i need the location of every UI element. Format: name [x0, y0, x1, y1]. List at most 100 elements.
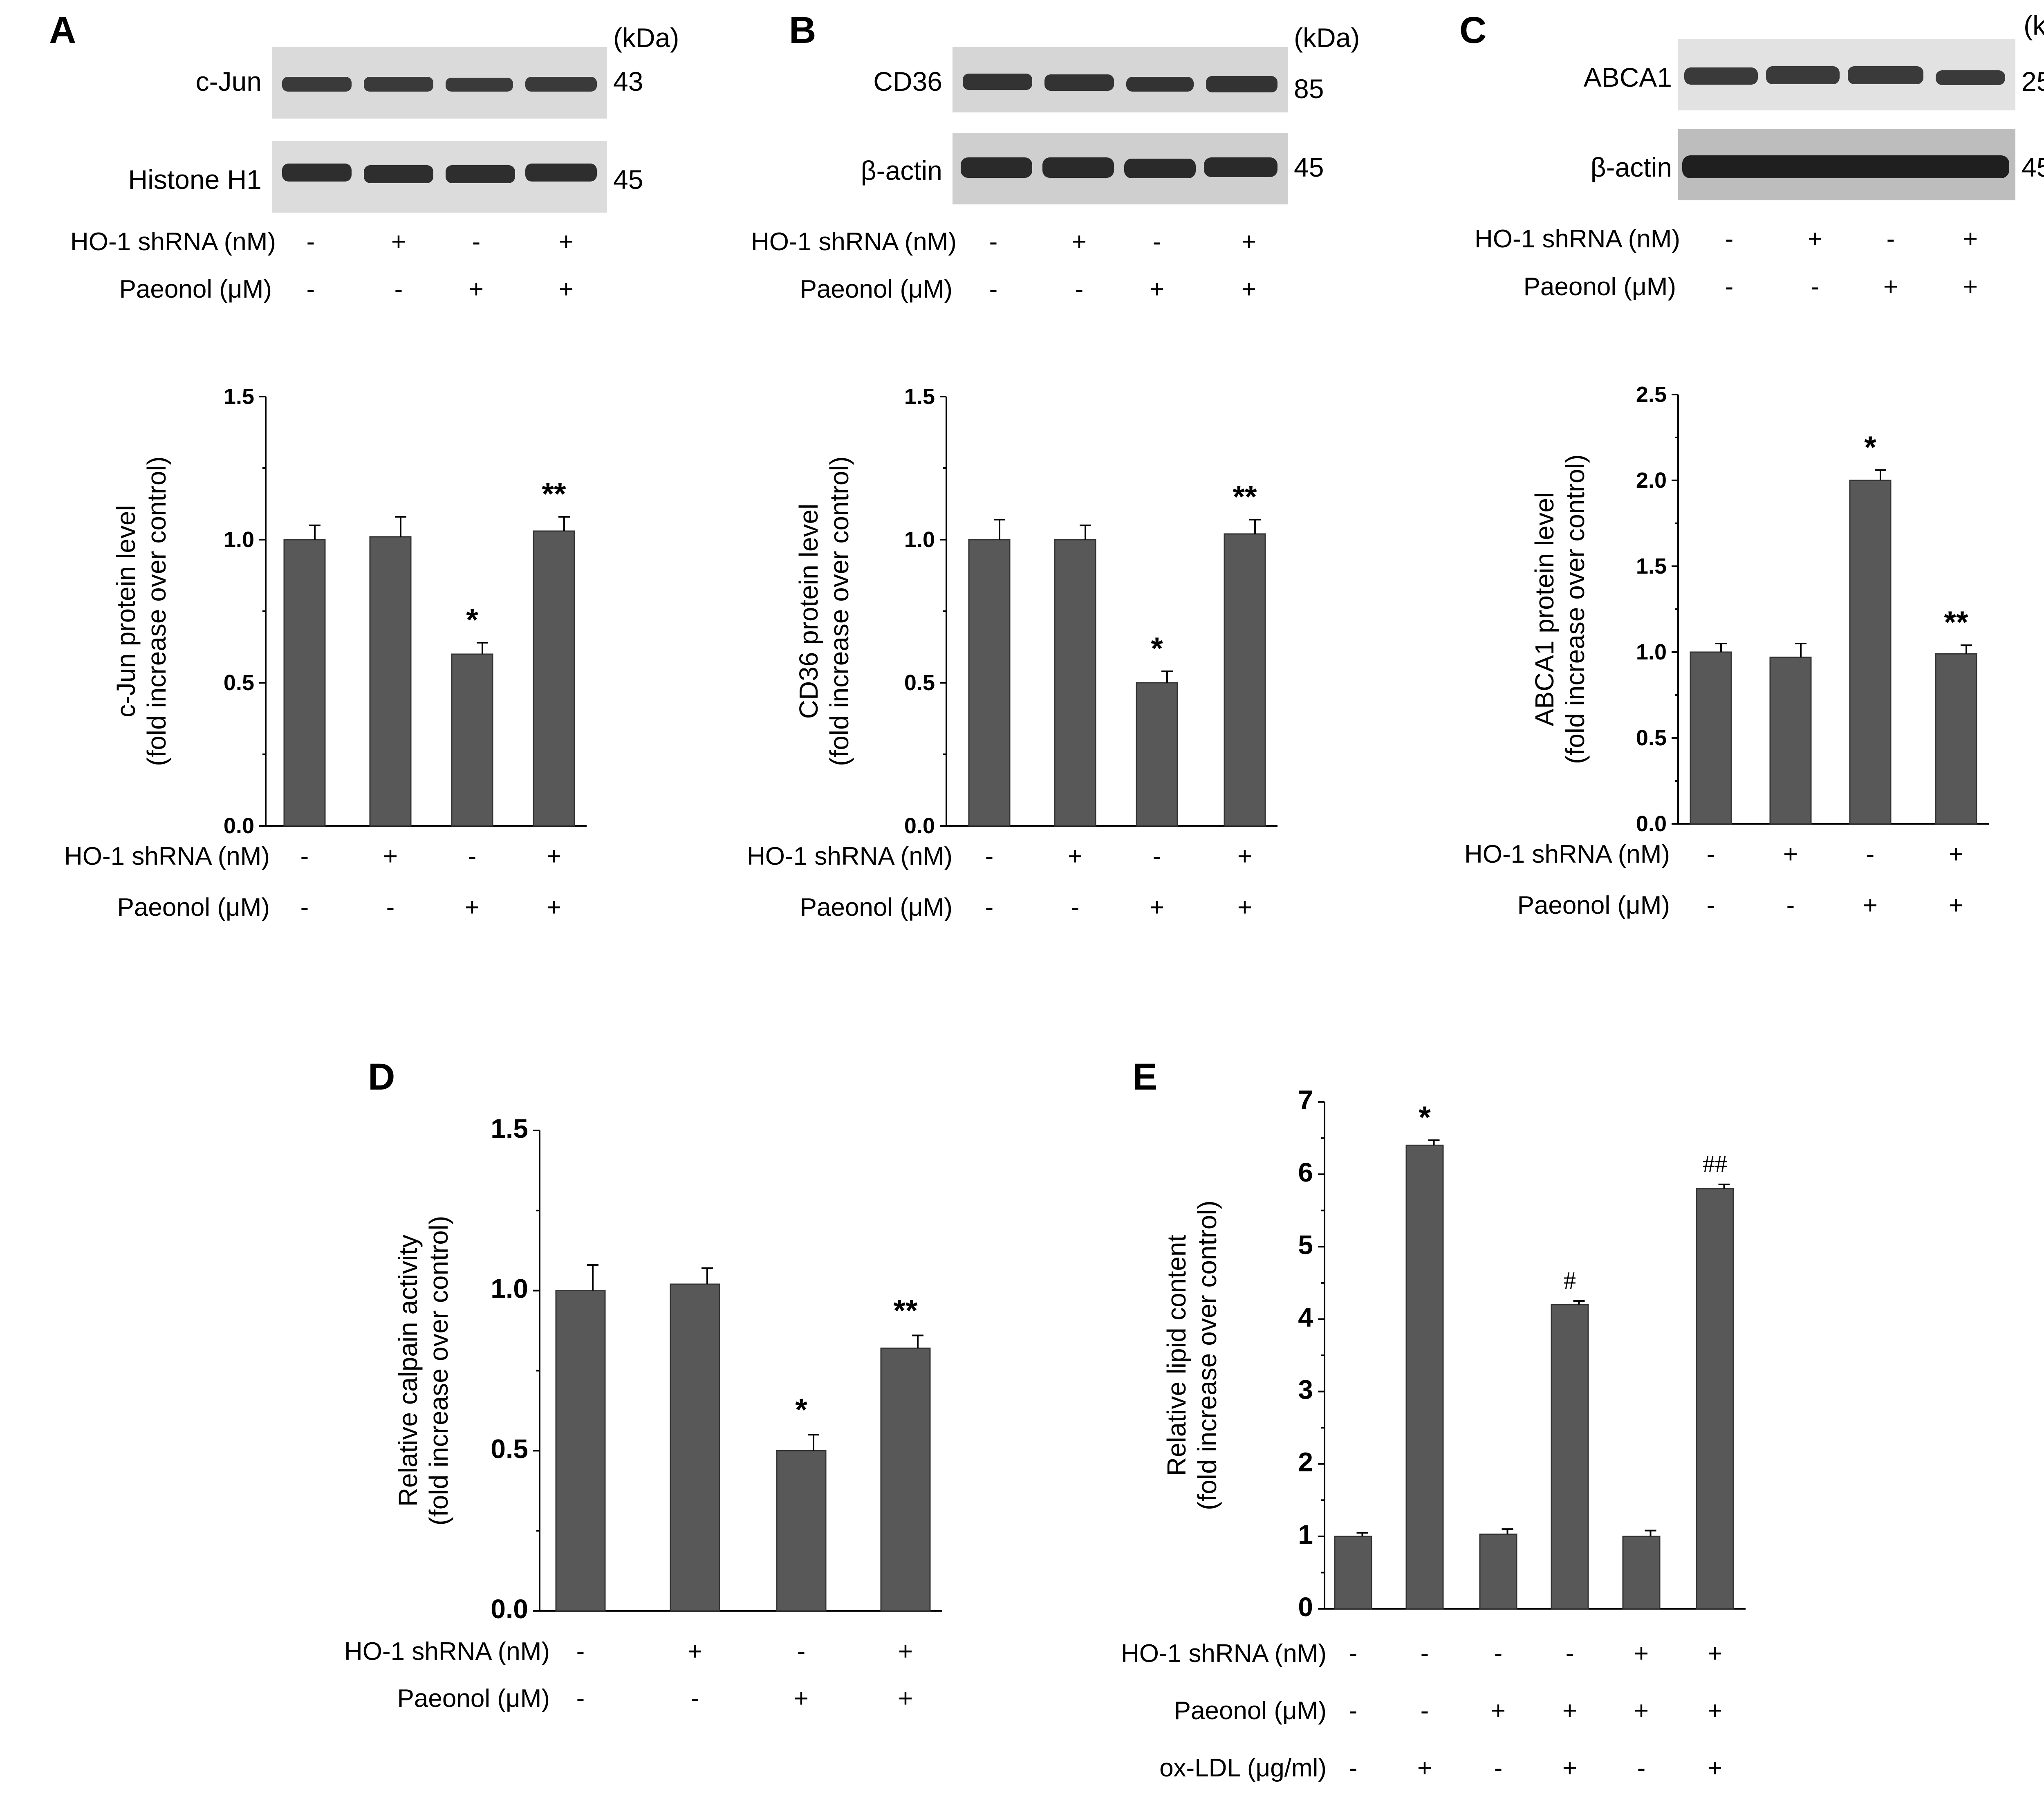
condition-label: Paeonol (μM)	[119, 275, 272, 303]
y-tick-label: 2.0	[1636, 468, 1667, 493]
condition-sign: -	[386, 893, 395, 922]
y-tick-label: 0.5	[1636, 726, 1667, 750]
y-tick-label: 0.0	[224, 814, 254, 838]
blot-band	[525, 164, 597, 182]
condition-sign: -	[307, 275, 315, 303]
significance-annotation: **	[1944, 605, 1968, 640]
bar	[1136, 682, 1178, 827]
condition-label: HO-1 shRNA (nM)	[70, 228, 276, 256]
y-tick-label: 0.5	[224, 671, 254, 695]
panel-b-blot1-bands	[963, 74, 1278, 92]
bar	[533, 530, 575, 827]
condition-sign: -	[989, 275, 998, 303]
condition-sign: -	[1786, 891, 1795, 919]
condition-label: HO-1 shRNA (nM)	[344, 1637, 550, 1666]
panel-b-blot-conditions: HO-1 shRNA (nM) - + - + Paeonol (μM) - -…	[751, 228, 1256, 303]
panel-a-blot1-protein: c-Jun	[196, 66, 262, 96]
panel-c-blot1-kda: 254	[2022, 66, 2044, 96]
condition-sign: +	[1491, 1697, 1506, 1725]
condition-label: HO-1 shRNA (nM)	[1464, 840, 1670, 868]
blot-band	[963, 74, 1032, 90]
y-tick-label: 1.0	[1636, 640, 1667, 664]
condition-sign: +	[1417, 1754, 1432, 1782]
condition-sign: +	[465, 893, 480, 922]
blot-band	[446, 165, 515, 183]
condition-sign: -	[1153, 842, 1161, 870]
condition-sign: -	[468, 842, 477, 870]
condition-label: ox-LDL (μg/ml)	[1159, 1754, 1327, 1782]
condition-sign: +	[898, 1637, 913, 1666]
condition-sign: +	[1863, 891, 1878, 919]
y-axis-label: ABCA1 protein level	[1530, 492, 1559, 727]
condition-sign: +	[1963, 225, 1978, 253]
y-tick-label: 0.5	[904, 671, 935, 695]
y-tick-label: 0.5	[491, 1433, 528, 1464]
condition-sign: -	[307, 228, 315, 256]
condition-label: HO-1 shRNA (nM)	[1475, 225, 1680, 253]
condition-sign: +	[1150, 275, 1164, 303]
condition-sign: +	[559, 228, 574, 256]
condition-sign: +	[1237, 842, 1252, 870]
bar	[880, 1348, 931, 1612]
y-tick-label: 2	[1298, 1447, 1313, 1477]
condition-sign: +	[1242, 275, 1256, 303]
y-tick-label: 3	[1298, 1375, 1313, 1405]
condition-sign: -	[691, 1684, 699, 1713]
condition-sign: -	[1866, 840, 1875, 868]
condition-sign: -	[1707, 891, 1715, 919]
bar	[1334, 1536, 1372, 1610]
blot-band	[1126, 77, 1194, 92]
condition-sign: +	[1150, 893, 1164, 922]
panel-a-blot2-protein: Histone H1	[128, 164, 262, 195]
y-tick-label: 1.5	[224, 384, 254, 409]
panel-b-blots: B (kDa) CD36 85 β-actin 45 HO-1 shRNA (n…	[751, 9, 1360, 303]
condition-sign: -	[1349, 1639, 1358, 1668]
panel-a-kda-unit: (kDa)	[613, 22, 679, 53]
chart-panel-a: 0.0 0.5 1.0 1.5 c-Jun protein level (fold inc…	[64, 384, 587, 922]
significance-annotation: #	[1564, 1267, 1576, 1294]
condition-label: Paeonol (μM)	[397, 1684, 550, 1713]
condition-sign: +	[688, 1637, 702, 1666]
blot-band	[961, 157, 1032, 178]
condition-sign: -	[472, 228, 481, 256]
panel-e-label: E	[1132, 1056, 1157, 1098]
condition-sign: +	[469, 275, 484, 303]
condition-sign: -	[1421, 1697, 1429, 1725]
blot-band	[1206, 76, 1278, 92]
y-tick-label: 1	[1298, 1519, 1313, 1550]
condition-sign: +	[1237, 893, 1252, 922]
panel-b-kda-unit: (kDa)	[1294, 22, 1360, 53]
panel-a-blots: A (kDa) c-Jun 43 Histone H1 45 HO-1 shRN…	[49, 9, 679, 303]
panel-a-blot1-bands	[282, 77, 597, 92]
condition-sign: -	[576, 1637, 585, 1666]
bar	[451, 653, 493, 827]
bar	[283, 539, 326, 827]
condition-sign: -	[1494, 1754, 1503, 1782]
y-tick-label: 0	[1298, 1592, 1313, 1622]
significance-annotation: *	[1864, 430, 1876, 465]
y-tick-label: 1.0	[224, 527, 254, 552]
condition-sign: +	[1708, 1697, 1722, 1725]
y-axis-label: (fold increase over control)	[825, 456, 854, 766]
panel-b-blot2-protein: β-actin	[861, 155, 942, 186]
condition-sign: +	[1634, 1697, 1649, 1725]
condition-sign: +	[1068, 842, 1083, 870]
condition-label: HO-1 shRNA (nM)	[747, 842, 953, 870]
condition-sign: -	[1707, 840, 1715, 868]
condition-sign: +	[898, 1684, 913, 1713]
condition-sign: +	[1072, 228, 1087, 256]
condition-sign: +	[1783, 840, 1798, 868]
condition-sign: -	[1349, 1697, 1358, 1725]
panel-c-blots: C (kDa) ABCA1 254 β-actin 45 HO-1 shRNA …	[1459, 9, 2044, 301]
condition-sign: +	[547, 893, 561, 922]
significance-annotation: *	[1151, 631, 1163, 666]
panel-c-blot-conditions: HO-1 shRNA (nM) - + - + Paeonol (μM) - -…	[1475, 225, 1978, 301]
panel-a-blot2-bands	[282, 164, 597, 183]
condition-sign: +	[1883, 273, 1898, 301]
condition-sign: -	[1349, 1754, 1358, 1782]
blot-band	[364, 77, 433, 92]
condition-sign: +	[391, 228, 406, 256]
bar	[1551, 1304, 1589, 1610]
panel-b-blot2-bands	[961, 157, 1278, 178]
panel-c-kda-unit: (kDa)	[2024, 10, 2044, 40]
